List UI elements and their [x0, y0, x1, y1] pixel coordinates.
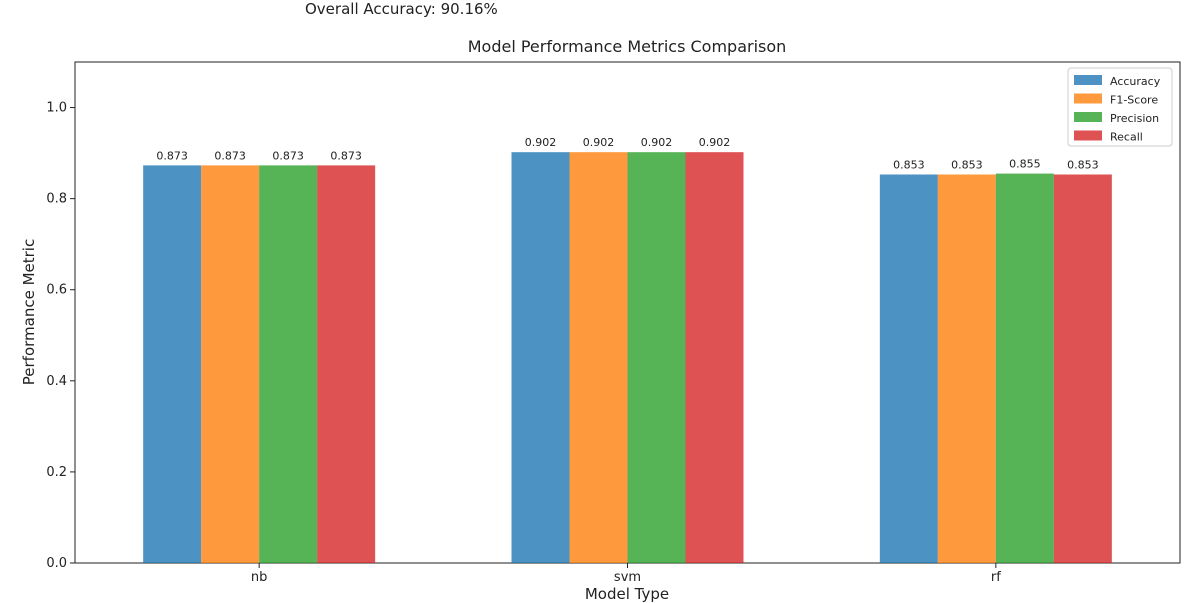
bar-f1-score-nb: [201, 165, 260, 563]
x-tick-label: nb: [251, 570, 268, 585]
chart-title: Model Performance Metrics Comparison: [468, 37, 787, 56]
bar-recall-rf: [1053, 174, 1112, 564]
overall-accuracy-text: Overall Accuracy: 90.16%: [305, 0, 498, 18]
axes: 0.0 0.2 0.4 0.6 0.8 1.0 nb svm rf: [46, 61, 1181, 585]
bar-value-label: 0.873: [330, 149, 362, 162]
bar-precision-rf: [995, 173, 1054, 563]
bar-precision-nb: [259, 165, 318, 563]
bar-value-label: 0.853: [951, 158, 983, 171]
legend-entry: F1-Score: [1110, 94, 1158, 107]
bar-accuracy-rf: [879, 174, 938, 564]
bar-precision-svm: [627, 152, 686, 563]
bar-value-label: 0.853: [1067, 158, 1099, 171]
legend-swatch: [1074, 75, 1102, 85]
x-tick-label: svm: [614, 570, 641, 585]
legend-entry: Precision: [1110, 112, 1159, 125]
bar-accuracy-svm: [511, 152, 570, 563]
bar-f1-score-svm: [569, 152, 628, 563]
legend-box: [1067, 67, 1173, 147]
y-tick-label: 0.0: [46, 556, 67, 571]
bar-value-label: 0.902: [641, 136, 673, 149]
legend-entry: Accuracy: [1110, 75, 1161, 88]
y-tick-label: 1.0: [46, 101, 67, 116]
legend-entry: Recall: [1110, 131, 1143, 144]
bar-value-label: 0.873: [214, 149, 246, 162]
legend-swatch: [1074, 130, 1102, 141]
legend-swatch: [1074, 93, 1102, 104]
bar-value-label: 0.902: [583, 136, 615, 149]
x-tick-label: rf: [991, 570, 1001, 585]
y-tick-label: 0.4: [46, 374, 67, 389]
y-tick-label: 0.2: [46, 465, 67, 480]
bar-f1-score-rf: [937, 174, 996, 564]
bar-accuracy-nb: [143, 165, 202, 563]
bar-recall-svm: [685, 152, 744, 563]
bars: [143, 152, 1112, 564]
bar-recall-nb: [317, 165, 376, 563]
legend: Accuracy F1-Score Precision Recall: [1067, 67, 1173, 147]
y-axis-label: Performance Metric: [20, 239, 38, 385]
bar-value-label: 0.873: [156, 149, 188, 162]
bar-value-label: 0.873: [272, 149, 304, 162]
bar-value-label: 0.853: [893, 158, 925, 171]
x-axis-label: Model Type: [585, 585, 669, 603]
legend-swatch: [1074, 112, 1102, 122]
bar-value-label: 0.902: [525, 136, 557, 149]
y-tick-label: 0.6: [46, 283, 67, 298]
y-tick-label: 0.8: [46, 192, 67, 207]
bar-value-label: 0.855: [1009, 158, 1041, 171]
bar-value-label: 0.902: [699, 136, 731, 149]
bar-labels: 0.873 0.873 0.873 0.873 0.902 0.902 0.902 0.902…: [156, 136, 1098, 171]
